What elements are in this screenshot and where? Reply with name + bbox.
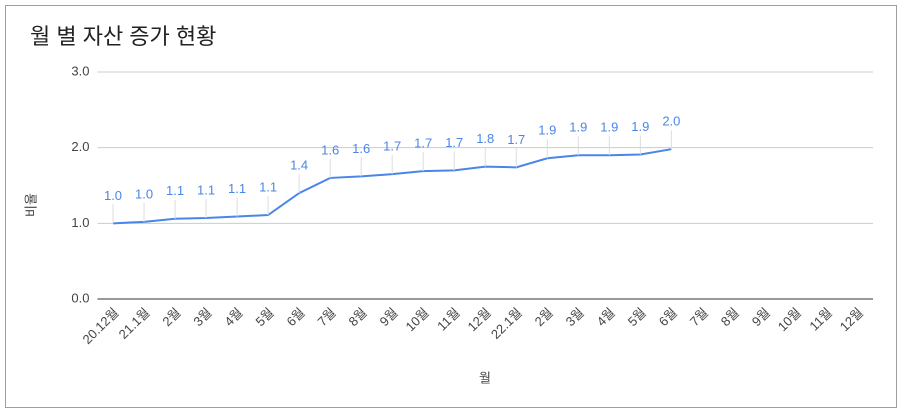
data-label: 1.4: [290, 158, 308, 173]
chart-title: 월 별 자산 증가 현황: [30, 24, 216, 49]
chart-border: [5, 5, 897, 408]
data-label: 1.6: [352, 141, 370, 156]
x-axis-label: 월: [479, 370, 491, 385]
y-tick-label: 1.0: [71, 215, 89, 230]
y-tick-label: 0.0: [71, 290, 89, 305]
data-label: 1.6: [321, 142, 339, 157]
data-label: 2.0: [662, 114, 680, 129]
data-label: 1.1: [197, 182, 215, 197]
data-label: 1.8: [476, 131, 494, 146]
data-label: 1.1: [166, 183, 184, 198]
data-label: 1.9: [538, 123, 556, 138]
y-axis-label: 비율: [23, 193, 38, 217]
data-label: 1.7: [507, 132, 525, 147]
data-label: 1.1: [228, 181, 246, 196]
data-label: 1.9: [600, 120, 618, 135]
data-label: 1.9: [631, 119, 649, 134]
y-tick-label: 3.0: [71, 63, 89, 78]
data-label: 1.7: [414, 136, 432, 151]
data-label: 1.7: [383, 139, 401, 154]
data-label: 1.0: [135, 186, 153, 201]
data-label: 1.1: [259, 179, 277, 194]
data-label: 1.7: [445, 135, 463, 150]
y-tick-label: 2.0: [71, 139, 89, 154]
data-label: 1.9: [569, 120, 587, 135]
data-label: 1.0: [104, 188, 122, 203]
